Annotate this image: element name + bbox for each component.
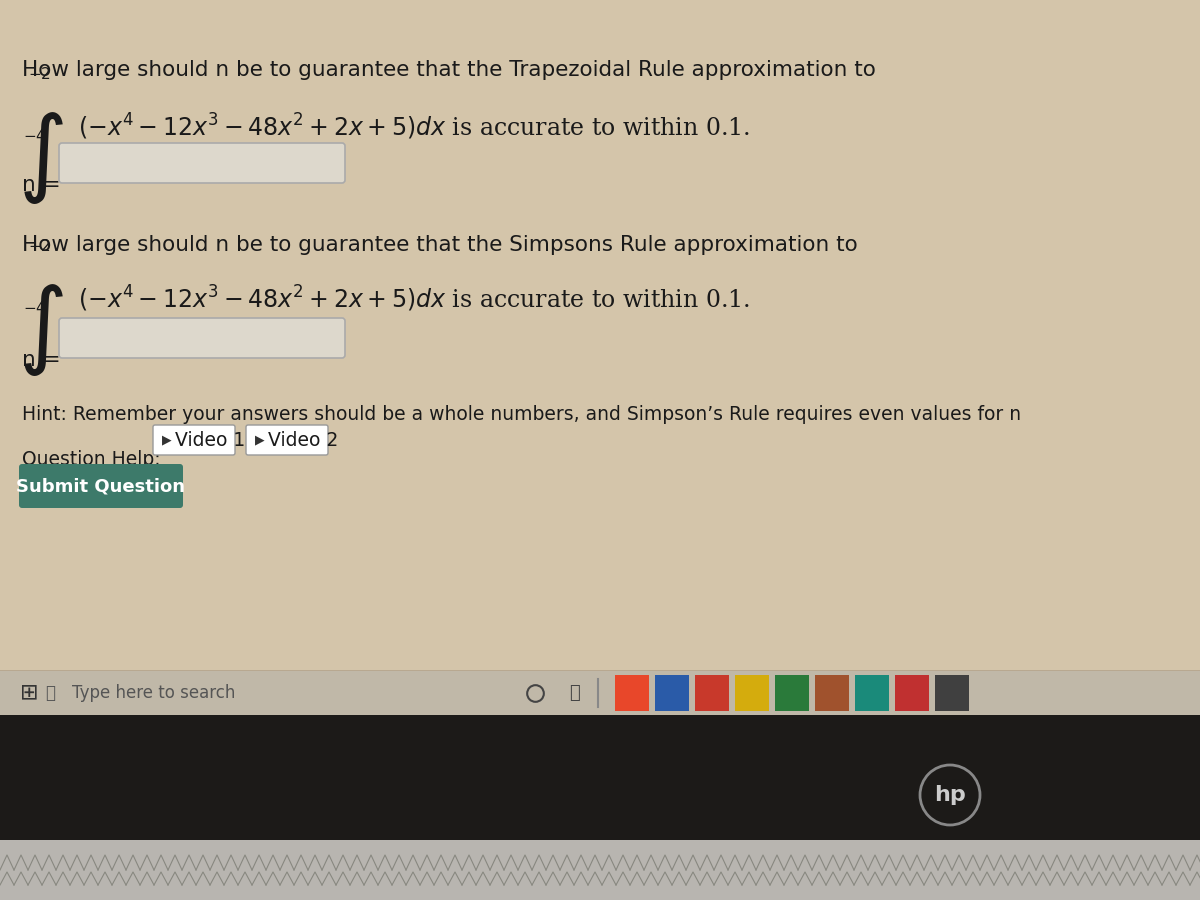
Text: Video 2: Video 2 <box>268 430 338 449</box>
Bar <box>854 675 889 711</box>
FancyBboxPatch shape <box>19 464 182 508</box>
Text: ▶: ▶ <box>162 434 172 446</box>
Bar <box>0 840 1200 900</box>
Bar <box>655 675 689 711</box>
FancyBboxPatch shape <box>154 425 235 455</box>
FancyBboxPatch shape <box>59 318 346 358</box>
Text: How large should n be to guarantee that the Trapezoidal Rule approximation to: How large should n be to guarantee that … <box>22 60 876 80</box>
Text: $\left( - x^4 - 12x^3 - 48x^2 + 2x + 5\right)dx$ is accurate to within 0.1.: $\left( - x^4 - 12x^3 - 48x^2 + 2x + 5\r… <box>78 284 750 314</box>
Text: ⧉: ⧉ <box>570 684 581 702</box>
Text: $\left( - x^4 - 12x^3 - 48x^2 + 2x + 5\right)dx$ is accurate to within 0.1.: $\left( - x^4 - 12x^3 - 48x^2 + 2x + 5\r… <box>78 112 750 142</box>
Bar <box>775 675 809 711</box>
Text: n =: n = <box>22 350 61 370</box>
Text: $\int$: $\int$ <box>18 282 64 378</box>
Text: ⊞: ⊞ <box>20 683 38 703</box>
Bar <box>815 675 850 711</box>
Text: 🔍: 🔍 <box>46 684 55 702</box>
Bar <box>616 675 649 711</box>
Text: Video 1: Video 1 <box>175 430 245 449</box>
Text: $\int$: $\int$ <box>18 110 64 206</box>
Text: $-4$: $-4$ <box>23 128 47 144</box>
Text: ▶: ▶ <box>256 434 265 446</box>
Text: Submit Question: Submit Question <box>17 477 186 495</box>
Bar <box>935 675 970 711</box>
Text: n =: n = <box>22 175 61 195</box>
Text: hp: hp <box>934 785 966 805</box>
Bar <box>695 675 730 711</box>
FancyBboxPatch shape <box>246 425 328 455</box>
Bar <box>0 671 1200 715</box>
Text: Type here to search: Type here to search <box>72 684 235 702</box>
Bar <box>895 675 929 711</box>
Text: $-4$: $-4$ <box>23 300 47 316</box>
Text: Hint: Remember your answers should be a whole numbers, and Simpson’s Rule requir: Hint: Remember your answers should be a … <box>22 405 1021 424</box>
Text: How large should n be to guarantee that the Simpsons Rule approximation to: How large should n be to guarantee that … <box>22 235 858 255</box>
Text: $-2$: $-2$ <box>28 66 50 82</box>
Text: Question Help:: Question Help: <box>22 450 161 469</box>
Text: $-2$: $-2$ <box>28 238 50 254</box>
FancyBboxPatch shape <box>59 143 346 183</box>
Bar <box>0 0 1200 670</box>
Bar <box>0 715 1200 900</box>
Bar <box>734 675 769 711</box>
